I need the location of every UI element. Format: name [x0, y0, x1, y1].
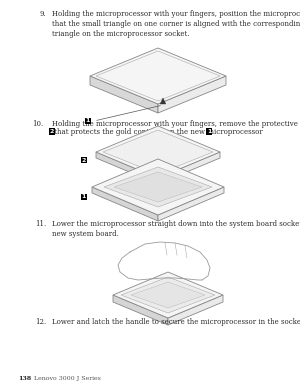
Polygon shape — [158, 152, 220, 184]
Polygon shape — [113, 295, 168, 325]
Text: Lower and latch the handle to secure the microprocessor in the socket.: Lower and latch the handle to secure the… — [52, 318, 300, 326]
Text: 2: 2 — [82, 158, 86, 163]
Polygon shape — [121, 277, 215, 313]
Polygon shape — [92, 187, 158, 221]
Text: 1: 1 — [82, 194, 86, 199]
Text: 2: 2 — [50, 129, 54, 134]
Polygon shape — [103, 130, 213, 174]
Text: that protects the gold contacts on the new microprocessor: that protects the gold contacts on the n… — [52, 128, 265, 136]
Text: 138: 138 — [18, 376, 31, 381]
Text: Lenovo 3000 J Series: Lenovo 3000 J Series — [30, 376, 101, 381]
Polygon shape — [131, 282, 205, 308]
Text: 1: 1 — [86, 118, 90, 123]
Polygon shape — [92, 159, 224, 215]
Text: Lower the microprocessor straight down into the system board socket of the
new s: Lower the microprocessor straight down i… — [52, 220, 300, 238]
Polygon shape — [113, 272, 223, 318]
Polygon shape — [158, 187, 224, 221]
Polygon shape — [96, 51, 220, 101]
Text: 12.: 12. — [35, 318, 46, 326]
Polygon shape — [96, 152, 158, 184]
Polygon shape — [114, 172, 202, 202]
Text: Holding the microprocessor with your fingers, remove the protective cover: Holding the microprocessor with your fin… — [52, 120, 300, 128]
Polygon shape — [96, 126, 220, 178]
Text: 10.: 10. — [32, 120, 43, 128]
Polygon shape — [158, 76, 226, 113]
Polygon shape — [104, 167, 212, 207]
Text: 9.: 9. — [40, 10, 47, 18]
Polygon shape — [90, 48, 226, 104]
Polygon shape — [168, 295, 223, 325]
Polygon shape — [160, 98, 166, 104]
Text: Holding the microprocessor with your fingers, position the microprocessor so
tha: Holding the microprocessor with your fin… — [52, 10, 300, 38]
Text: 1: 1 — [207, 129, 211, 134]
Text: 11.: 11. — [35, 220, 46, 228]
Polygon shape — [90, 76, 158, 113]
